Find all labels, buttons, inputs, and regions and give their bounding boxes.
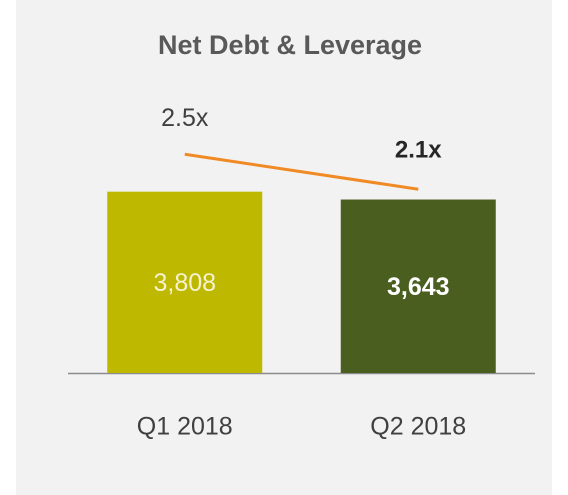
line-value-label: 2.1x <box>395 137 442 164</box>
bar <box>340 199 496 373</box>
bar-value-label: 3,808 <box>153 269 216 297</box>
x-tick-label: Q2 2018 <box>370 413 466 441</box>
leverage-line <box>184 152 419 191</box>
chart-title: Net Debt & Leverage <box>158 30 422 60</box>
x-tick-label: Q1 2018 <box>137 413 233 441</box>
bar-value-label: 3,643 <box>387 273 450 301</box>
bar <box>107 191 263 373</box>
line-value-label: 2.5x <box>161 104 209 132</box>
